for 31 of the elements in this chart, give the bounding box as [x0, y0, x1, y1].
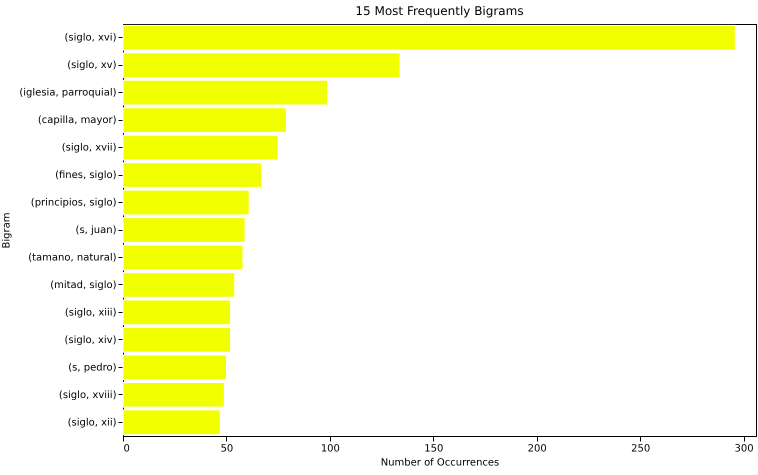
y-axis-title: Bigram [1, 212, 12, 248]
y-tick-label: (iglesia, parroquial) [19, 88, 117, 99]
x-tick-label: 150 [424, 444, 444, 454]
y-tick-label: (fines, siglo) [55, 170, 117, 182]
bar [122, 52, 401, 78]
x-tick-label: 50 [220, 444, 234, 454]
x-tick-label: 0 [124, 444, 130, 454]
y-tick-label: (siglo, xii) [68, 417, 117, 428]
y-tick-label: (principios, siglo) [30, 198, 117, 209]
y-tick-label: (mitad, siglo) [50, 280, 117, 291]
x-tick-label: 250 [631, 444, 650, 454]
y-tick-label: (s, pedro) [68, 362, 117, 374]
y-tick-label: (siglo, xv) [67, 60, 117, 72]
chart-title: 15 Most Frequently Bigrams [355, 4, 524, 18]
bar [122, 80, 328, 106]
y-tick-label: (capilla, mayor) [38, 115, 117, 126]
x-axis-title: Number of Occurrences [380, 458, 500, 468]
x-tick-label: 300 [734, 444, 754, 454]
bar [122, 24, 736, 51]
y-tick-label: (siglo, xviii) [58, 390, 117, 401]
x-tick-label: 200 [528, 444, 547, 454]
y-tick-label: (siglo, xiii) [64, 307, 117, 318]
x-tick-label: 100 [320, 444, 340, 454]
y-tick-label: (tamano, natural) [28, 252, 117, 264]
bar [122, 354, 227, 380]
bar [122, 409, 221, 436]
y-tick-label: (siglo, xvi) [64, 32, 117, 44]
y-tick-label: (siglo, xvii) [62, 142, 117, 154]
y-tick-label: (siglo, xiv) [64, 334, 117, 346]
y-tick-label: (s, juan) [76, 225, 117, 236]
bar [122, 382, 225, 408]
